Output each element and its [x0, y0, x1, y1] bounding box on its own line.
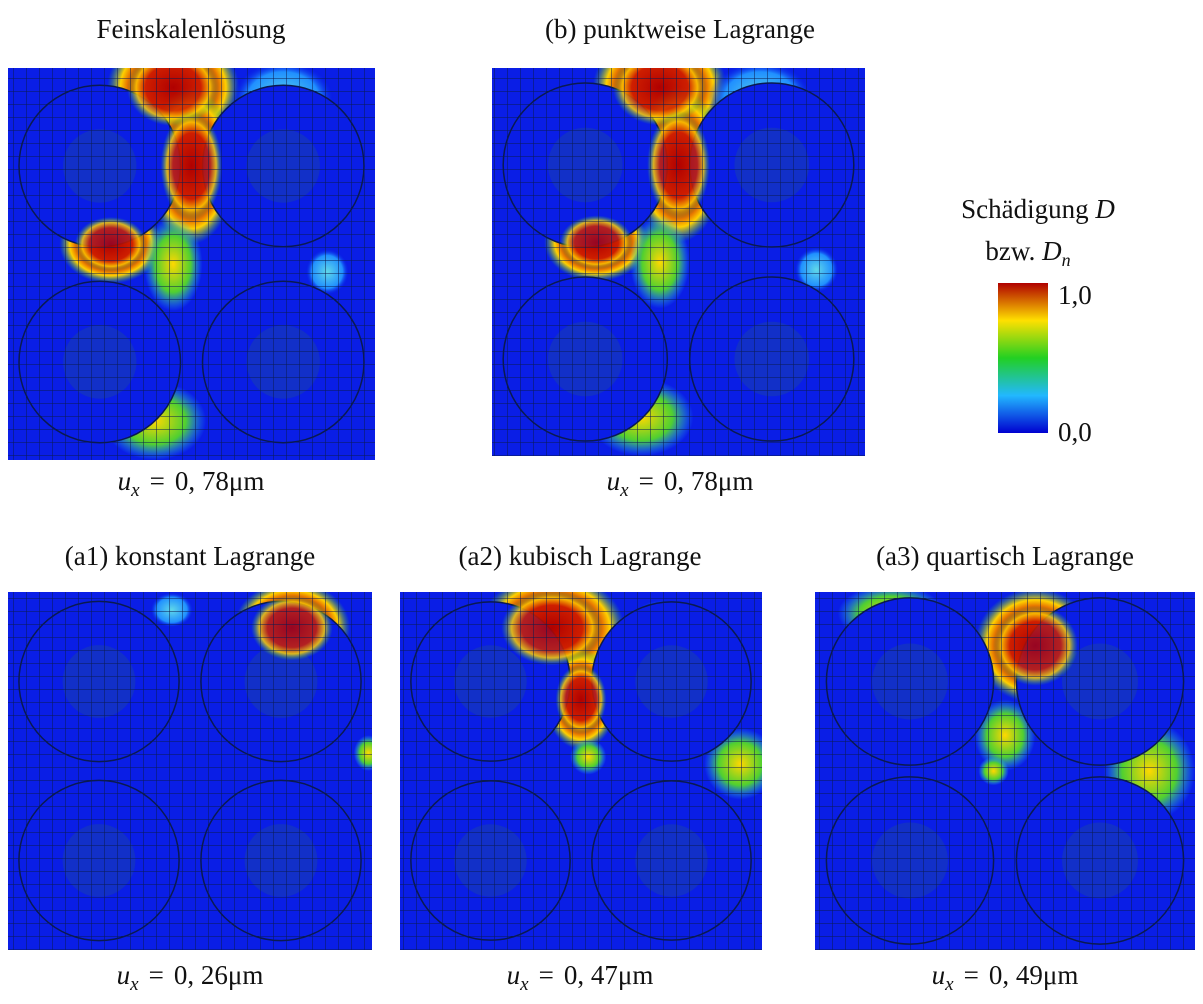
unit: μm	[1043, 960, 1078, 990]
subscript: x	[944, 974, 954, 995]
subscript: x	[130, 480, 140, 501]
panel-title: (b) punktweise Lagrange	[545, 14, 815, 44]
legend-symbol: D	[1094, 194, 1115, 224]
unit: μm	[718, 466, 753, 496]
value: 0, 78	[664, 466, 718, 496]
symbol: u	[507, 960, 521, 990]
value: 0, 49	[989, 960, 1043, 990]
displacement-label: ux = 0, 49μm	[932, 960, 1079, 995]
unit: μm	[229, 466, 264, 496]
panel-title: Feinskalenlösung	[97, 14, 286, 44]
value: 0, 26	[174, 960, 228, 990]
panel-title: (a3) quartisch Lagrange	[876, 541, 1134, 571]
relation: =	[964, 960, 979, 990]
legend-sub: n	[1062, 250, 1071, 270]
displacement-label: ux = 0, 78μm	[118, 466, 265, 501]
legend-text: Schädigung	[961, 194, 1089, 224]
displacement-label: ux = 0, 26μm	[117, 960, 264, 995]
legend-symbol: D	[1041, 236, 1062, 266]
symbol: u	[932, 960, 946, 990]
mesh	[815, 592, 1195, 950]
symbol: u	[117, 960, 131, 990]
mesh	[8, 68, 375, 460]
subscript: x	[519, 974, 529, 995]
panel: (a1) konstant Lagrange ux = 0, 26μm	[8, 541, 372, 995]
value: 0, 47	[564, 960, 618, 990]
legend-subtitle: bzw. Dn	[985, 236, 1070, 270]
subscript: x	[619, 480, 629, 501]
relation: =	[639, 466, 654, 496]
damage-map	[8, 68, 375, 460]
displacement-label: ux = 0, 47μm	[507, 960, 654, 995]
subscript: x	[129, 974, 139, 995]
colorbar-min: 0,0	[1058, 417, 1092, 447]
damage-map	[492, 68, 865, 456]
damage-map	[8, 592, 372, 950]
panel-title: (a2) kubisch Lagrange	[459, 541, 702, 571]
panel: (a3) quartisch Lagrange ux = 0, 49μm	[815, 541, 1195, 995]
mesh	[492, 68, 865, 456]
panel: Feinskalenlösung ux = 0, 78μm	[8, 14, 375, 501]
panel-title: (a1) konstant Lagrange	[65, 541, 315, 571]
unit: μm	[228, 960, 263, 990]
relation: =	[149, 960, 164, 990]
damage-map	[815, 592, 1195, 950]
mesh	[8, 592, 372, 950]
unit: μm	[618, 960, 653, 990]
relation: =	[150, 466, 165, 496]
colorbar	[998, 283, 1048, 433]
legend: Schädigung D bzw. Dn 1,0 0,0	[961, 194, 1115, 447]
value: 0, 78	[175, 466, 229, 496]
colorbar-max: 1,0	[1058, 280, 1092, 310]
panel: (b) punktweise Lagrange ux = 0, 78μm	[492, 14, 865, 501]
legend-text: bzw.	[985, 236, 1035, 266]
displacement-label: ux = 0, 78μm	[607, 466, 754, 501]
mesh	[400, 592, 762, 950]
legend-title: Schädigung D	[961, 194, 1115, 224]
symbol: u	[118, 466, 132, 496]
symbol: u	[607, 466, 621, 496]
panel: (a2) kubisch Lagrange ux = 0, 47μm	[400, 541, 762, 995]
relation: =	[539, 960, 554, 990]
damage-map	[400, 592, 762, 950]
